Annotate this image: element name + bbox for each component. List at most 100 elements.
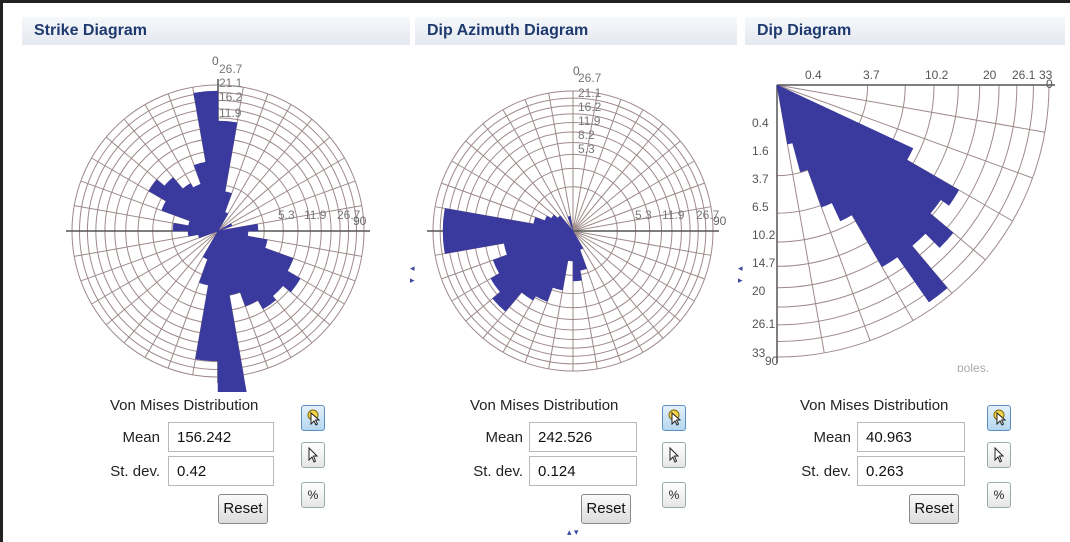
tick-label: 26.1 bbox=[1012, 68, 1036, 82]
grid-spoke bbox=[482, 123, 574, 232]
rose-petal bbox=[148, 179, 219, 232]
grid-spoke bbox=[572, 182, 705, 232]
mean-input[interactable]: 242.526 bbox=[529, 422, 637, 452]
rose-petal bbox=[202, 230, 219, 260]
rose-petal bbox=[193, 161, 219, 232]
grid-ring bbox=[776, 84, 1018, 326]
grid-ring bbox=[776, 84, 1050, 358]
percent-button[interactable]: % bbox=[987, 482, 1011, 508]
pointer-tool-button[interactable] bbox=[301, 442, 325, 468]
pointer-icon bbox=[669, 446, 680, 463]
tick-label: 16.2 bbox=[578, 100, 602, 114]
rose-petal bbox=[776, 84, 898, 268]
tick-label: 10.2 bbox=[752, 228, 776, 242]
distribution-title: Von Mises Distribution bbox=[800, 397, 949, 414]
reset-button[interactable]: Reset bbox=[218, 494, 268, 524]
distribution-title: Von Mises Distribution bbox=[470, 397, 619, 414]
grid-spoke bbox=[572, 206, 711, 232]
tick-label: 26.7 bbox=[578, 71, 602, 85]
select-tool-button[interactable] bbox=[301, 405, 325, 431]
select-tool-button[interactable] bbox=[662, 405, 686, 431]
select-icon bbox=[993, 409, 1007, 426]
rose-petal bbox=[535, 230, 574, 302]
rose-petal bbox=[217, 230, 247, 392]
rose-petal bbox=[217, 223, 259, 232]
tick-label: 33 bbox=[752, 346, 766, 360]
mean-label: Mean bbox=[813, 429, 851, 446]
std-dev-input[interactable]: 0.124 bbox=[529, 456, 637, 486]
rose-petal bbox=[776, 84, 793, 145]
dip-azimuth-rose-diagram[interactable]: 0 90 26.7 21.1 16.2 11.9 8.2 5.3 5.3 11.… bbox=[415, 47, 737, 392]
splitter-arrows[interactable]: ◂ ▸ bbox=[410, 263, 415, 285]
grid-spoke bbox=[572, 93, 598, 232]
rose-petal bbox=[187, 230, 219, 237]
grid-spoke bbox=[217, 157, 345, 232]
grid-spoke bbox=[776, 84, 1033, 179]
axis-label-right: 90 bbox=[713, 214, 727, 228]
pointer-tool-button[interactable] bbox=[662, 442, 686, 468]
tick-label: 3.7 bbox=[752, 172, 769, 186]
tick-label: 0 bbox=[1046, 77, 1053, 91]
rose-petal bbox=[776, 84, 809, 173]
reset-button[interactable]: Reset bbox=[909, 494, 959, 524]
tick-label: 26.7 bbox=[219, 62, 243, 76]
grid-spoke bbox=[80, 230, 219, 282]
splitter-arrows[interactable]: ◂ ▸ bbox=[738, 263, 743, 285]
percent-button[interactable]: % bbox=[301, 482, 325, 508]
reset-button[interactable]: Reset bbox=[581, 494, 631, 524]
rose-petal bbox=[776, 84, 960, 206]
std-dev-input[interactable]: 0.42 bbox=[168, 456, 274, 486]
rose-petal bbox=[492, 230, 574, 312]
tick-label: 16.2 bbox=[219, 90, 243, 104]
select-icon bbox=[668, 409, 682, 426]
tick-label: 11.9 bbox=[578, 114, 601, 128]
rose-petal bbox=[557, 215, 574, 232]
mean-input[interactable]: 40.963 bbox=[857, 422, 965, 452]
rose-petal bbox=[551, 214, 574, 232]
std-dev-input[interactable]: 0.263 bbox=[857, 456, 965, 486]
mean-label: Mean bbox=[485, 429, 523, 446]
pointer-icon bbox=[308, 446, 319, 463]
pointer-icon bbox=[994, 446, 1005, 463]
rose-petal bbox=[776, 84, 954, 248]
grid-spoke bbox=[217, 118, 313, 232]
tick-label: 5.3 bbox=[635, 208, 652, 222]
grid-spoke bbox=[502, 109, 574, 232]
rose-petal bbox=[217, 230, 259, 307]
grid-spoke bbox=[572, 160, 695, 232]
grid-spoke bbox=[105, 230, 219, 326]
std-dev-label: St. dev. bbox=[801, 463, 851, 480]
rose-petal bbox=[182, 183, 219, 232]
tick-label: 33 bbox=[1039, 68, 1053, 82]
tick-label: 0.4 bbox=[805, 68, 822, 82]
rose-petal bbox=[552, 230, 574, 291]
std-dev-label: St. dev. bbox=[473, 463, 523, 480]
tick-label: 21.1 bbox=[578, 86, 602, 100]
splitter-arrows-vertical[interactable]: ▴ ▾ bbox=[567, 527, 579, 537]
tick-label: 5.3 bbox=[578, 142, 595, 156]
tick-label: 90 bbox=[765, 354, 779, 368]
grid-spoke bbox=[776, 84, 1045, 133]
rose-petal bbox=[776, 84, 948, 303]
rose-petal bbox=[776, 84, 853, 222]
mean-input[interactable]: 156.242 bbox=[168, 422, 274, 452]
grid-spoke bbox=[217, 180, 356, 232]
partial-text: poles. bbox=[957, 361, 989, 372]
percent-button[interactable]: % bbox=[662, 482, 686, 508]
pointer-tool-button[interactable] bbox=[987, 442, 1011, 468]
tick-label: 1.6 bbox=[752, 144, 769, 158]
tick-label: 21.1 bbox=[219, 76, 243, 90]
select-tool-button[interactable] bbox=[987, 405, 1011, 431]
rose-petal bbox=[188, 220, 219, 232]
rose-petal bbox=[217, 223, 233, 232]
tick-label: 11.9 bbox=[304, 208, 327, 222]
grid-spoke bbox=[572, 99, 622, 232]
strike-rose-diagram[interactable]: 0 90 26.7 21.1 16.2 11.9 5.3 11.9 26.7 bbox=[22, 47, 410, 392]
tick-label: 11.9 bbox=[219, 106, 242, 120]
grid-spoke bbox=[524, 99, 574, 232]
tick-label: 26.7 bbox=[696, 208, 720, 222]
grid-spoke bbox=[572, 230, 695, 302]
dip-quadrant-diagram[interactable]: 0.4 3.7 10.2 20 26.1 33 0 0.4 1.6 3.7 6.… bbox=[745, 47, 1065, 372]
grid-spoke bbox=[572, 109, 644, 232]
